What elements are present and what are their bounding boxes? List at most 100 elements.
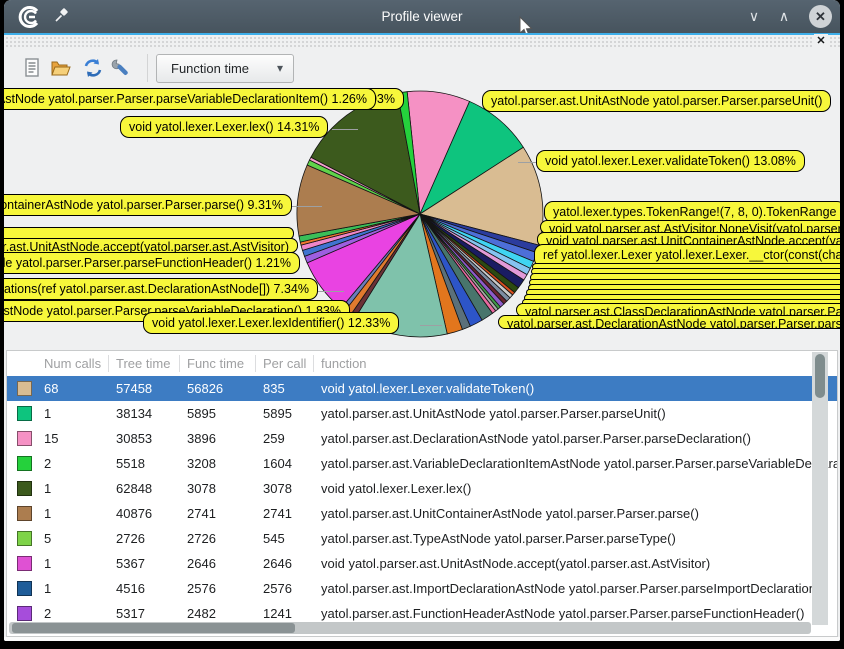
vertical-scrollbar[interactable]: [812, 352, 828, 625]
col-func-time[interactable]: Func time: [180, 355, 256, 372]
table-row[interactable]: 1 40876 2741 2741 yatol.parser.ast.UnitC…: [7, 501, 837, 526]
cell-function: yatol.parser.ast.UnitContainerAstNode ya…: [321, 506, 699, 521]
cell-func-time: 3208: [187, 456, 216, 471]
cell-per-call: 1604: [263, 456, 292, 471]
cell-num-calls: 1: [44, 581, 52, 596]
row-color-swatch: [17, 381, 32, 396]
table-header[interactable]: Num calls Tree time Func time Per call f…: [7, 351, 837, 376]
cell-tree-time: 40876: [116, 506, 153, 521]
cell-function: void yatol.parser.ast.UnitAstNode.accept…: [321, 556, 711, 571]
row-color-swatch: [17, 456, 32, 471]
dock-handle-strip[interactable]: [4, 35, 840, 48]
callout-label: yatol.parser.ast.UnitContainerAstNode ya…: [4, 194, 292, 216]
close-button[interactable]: ✕: [809, 5, 832, 28]
window-bottom-margin: [4, 637, 840, 641]
window-title: Profile viewer: [381, 9, 463, 24]
vertical-scrollbar-thumb[interactable]: [815, 354, 825, 398]
cell-per-call: 259: [263, 431, 285, 446]
refresh-icon[interactable]: [81, 56, 105, 80]
row-color-swatch: [17, 606, 32, 621]
table-row[interactable]: 15 30853 3896 259 yatol.parser.ast.Decla…: [7, 426, 837, 451]
cell-func-time: 5895: [187, 406, 216, 421]
cell-per-call: 2646: [263, 556, 292, 571]
callout-label: void yatol.lexer.Lexer.validateToken() 1…: [536, 150, 805, 172]
cell-function: void yatol.lexer.Lexer.lex(): [321, 481, 472, 496]
cell-function: yatol.parser.ast.TypeAstNode yatol.parse…: [321, 531, 676, 546]
profile-report-icon[interactable]: [20, 56, 44, 80]
horizontal-scrollbar-thumb[interactable]: [12, 623, 295, 633]
callout-leader-line: [318, 291, 344, 292]
minimize-button[interactable]: ∨: [748, 8, 760, 24]
pin-icon[interactable]: [52, 7, 70, 25]
titlebar[interactable]: Profile viewer ∨ ∧ ✕: [4, 0, 840, 37]
cell-tree-time: 5317: [116, 606, 145, 621]
cell-function: yatol.parser.ast.VariableDeclarationItem…: [321, 456, 837, 471]
cell-function: yatol.parser.ast.UnitAstNode yatol.parse…: [321, 406, 666, 421]
cell-per-call: 2576: [263, 581, 292, 596]
app-menu-icon[interactable]: [18, 5, 42, 29]
cell-per-call: 3078: [263, 481, 292, 496]
col-tree-time[interactable]: Tree time: [109, 355, 180, 372]
chevron-down-icon: ▾: [276, 61, 283, 75]
callout-label: void yatol.parser.ast.UnitAstNode.accept…: [4, 238, 298, 253]
cell-func-time: 2741: [187, 506, 216, 521]
callout-label: void yatol.lexer.Lexer.lexIdentifier() 1…: [143, 312, 400, 334]
callout-label: yatol.parser.ast.FunctionHeaderAstNode y…: [4, 252, 300, 274]
table-row[interactable]: 1 38134 5895 5895 yatol.parser.ast.UnitA…: [7, 401, 837, 426]
col-swatch[interactable]: [7, 355, 37, 372]
row-color-swatch: [17, 531, 32, 546]
cell-per-call: 5895: [263, 406, 292, 421]
col-function[interactable]: function: [321, 356, 367, 371]
cell-per-call: 1241: [263, 606, 292, 621]
cell-num-calls: 1: [44, 481, 52, 496]
wrench-icon[interactable]: [109, 56, 133, 80]
callout-leader-line: [292, 206, 322, 207]
active-window-accent-line: [4, 33, 840, 35]
cell-function: void yatol.lexer.Lexer.validateToken(): [321, 381, 535, 396]
table-row[interactable]: 5 2726 2726 545 yatol.parser.ast.TypeAst…: [7, 526, 837, 551]
table-row[interactable]: 2 5518 3208 1604 yatol.parser.ast.Variab…: [7, 451, 837, 476]
cell-tree-time: 2726: [116, 531, 145, 546]
col-per-call[interactable]: Per call: [256, 355, 314, 372]
combobox-value: Function time: [171, 61, 250, 76]
callout-label: yatol.parser.ast.DeclarationAstNode yato…: [498, 315, 840, 329]
row-color-swatch: [17, 406, 32, 421]
table-row[interactable]: 2 5317 2482 1241 yatol.parser.ast.Functi…: [7, 601, 837, 626]
cell-tree-time: 4516: [116, 581, 145, 596]
cell-tree-time: 30853: [116, 431, 153, 446]
open-folder-icon[interactable]: [49, 56, 73, 80]
cell-tree-time: 5518: [116, 456, 145, 471]
cell-num-calls: 2: [44, 606, 52, 621]
callout-label: yatol.parser.ast.UnitAstNode yatol.parse…: [482, 90, 832, 112]
row-color-swatch: [17, 431, 32, 446]
callout-leader-line: [518, 162, 536, 163]
cell-func-time: 2646: [187, 556, 216, 571]
col-num-calls[interactable]: Num calls: [37, 355, 109, 372]
callout-label: yatol.parser.ast.VariableDeclarationItem…: [4, 88, 376, 110]
maximize-button[interactable]: ∧: [778, 8, 790, 24]
pie-chart: [296, 90, 544, 338]
table-row[interactable]: 68 57458 56826 835 void yatol.lexer.Lexe…: [7, 376, 837, 401]
callout-leader-line: [420, 325, 442, 326]
cell-tree-time: 38134: [116, 406, 153, 421]
row-color-swatch: [17, 506, 32, 521]
table-row[interactable]: 1 5367 2646 2646 void yatol.parser.ast.U…: [7, 551, 837, 576]
cell-func-time: 2576: [187, 581, 216, 596]
horizontal-scrollbar[interactable]: [9, 622, 811, 634]
pie-chart-area: 03%yatol.parser.ast.VariableDeclarationI…: [4, 88, 840, 350]
sort-mode-combobox[interactable]: Function time ▾: [156, 54, 294, 83]
cell-num-calls: 5: [44, 531, 52, 546]
row-color-swatch: [17, 481, 32, 496]
cell-tree-time: 57458: [116, 381, 153, 396]
cell-function: yatol.parser.ast.ImportDeclarationAstNod…: [321, 581, 825, 596]
toolbar-separator: [147, 54, 148, 82]
cell-func-time: 2482: [187, 606, 216, 621]
callout-label: void yatol.parser.Parser.parseDeclaratio…: [4, 278, 318, 300]
cell-per-call: 2741: [263, 506, 292, 521]
table-row[interactable]: 1 4516 2576 2576 yatol.parser.ast.Import…: [7, 576, 837, 601]
dock-close-icon[interactable]: ✕: [814, 34, 828, 48]
row-color-swatch: [17, 556, 32, 571]
cell-num-calls: 1: [44, 406, 52, 421]
table-row[interactable]: 1 62848 3078 3078 void yatol.lexer.Lexer…: [7, 476, 837, 501]
